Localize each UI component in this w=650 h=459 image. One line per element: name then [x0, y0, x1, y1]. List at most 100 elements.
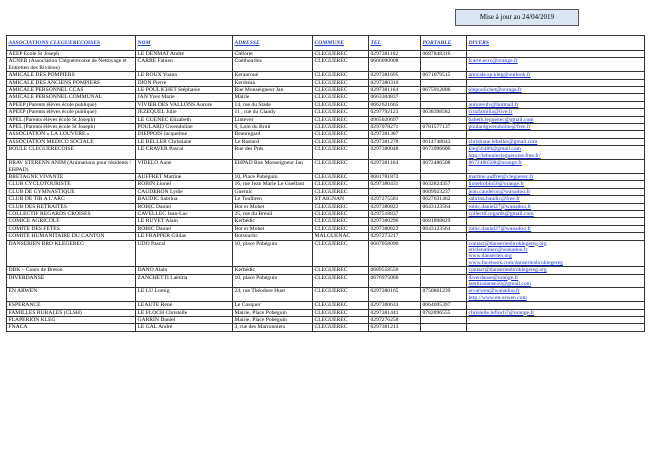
commune-cell: ST AIGNAN	[312, 195, 369, 204]
divers-cell: robic.daniel27@wanadoo.fr	[466, 202, 645, 211]
link-text: babeth.leguenec@gmail.com	[468, 116, 534, 123]
commune-cell: CLEGUEREC	[312, 301, 369, 310]
link-text: christiane.lebeller@gmail.com	[468, 138, 538, 145]
association-cell: FAMILLES RURALES (CLSH)	[6, 308, 136, 318]
association-cell: DIVERDANSE	[6, 273, 136, 289]
table-row: AEEP Ecole St Joseph LE DENMAT André Cléfo…	[6, 49, 645, 59]
portable-cell: 0638398582	[420, 108, 467, 117]
empty-cell	[420, 209, 467, 219]
table-row: FAMILLES RURALES (CLSH) LE FLOCH Christel…	[6, 308, 645, 318]
tel-cell: 0607058090	[368, 239, 421, 268]
nom-cell: LEAUTE René	[135, 301, 233, 310]
adresse-cell: Keranroué	[232, 71, 313, 80]
divers-cell	[466, 232, 645, 241]
commune-cell: CLEGUEREC	[312, 202, 369, 211]
association-cell: EN ARWEN	[6, 287, 136, 303]
link-text: cruzfamilia@live.fr	[468, 109, 513, 116]
adresse-cell: Mairie	[232, 93, 313, 102]
association-cell: APEEP (Parents élèves école publique)	[6, 100, 136, 110]
tel-cell: 0297381164	[368, 159, 421, 174]
commune-cell: CLEGUEREC	[312, 239, 369, 268]
commune-cell: CLEGUEREC	[312, 145, 369, 161]
tel-cell: 0297273217	[368, 232, 421, 241]
link-text: www.danserien.org	[468, 253, 512, 260]
link-text: martine.auffret@cleguerec.fr	[468, 173, 534, 180]
nom-cell: AUFFRET Martine	[135, 172, 233, 182]
nom-cell: GARRIN Daniel	[135, 316, 233, 325]
divers-cell	[466, 217, 645, 226]
nom-cell: LE FLOCH Christelle	[135, 308, 233, 318]
nom-cell: LE FRAPPER Gildas	[135, 232, 233, 241]
table-row: ASSOCIATION « LA LOUVERE » DIEPPOIS Jacqu…	[6, 130, 645, 139]
tel-cell: 0297275581	[368, 195, 421, 204]
commune-cell: CLEGUEREC	[312, 100, 369, 110]
table-row: AMICALE PERSONNEL CCAS LE POULICHET Stéph…	[6, 86, 645, 95]
tel-cell: 0662621665	[368, 100, 421, 110]
link-text: www.facebook.com/danserienbroklegereg	[468, 259, 563, 266]
table-row: APEL (Parents élèves école St Joseph) LE …	[6, 115, 645, 125]
link-text: en-arwen@wanadoo.fr	[468, 288, 520, 295]
adresse-cell: Mairie, Place Pobéguin	[232, 308, 313, 318]
association-cell: COMITE HUMANITAIRE DU CANTON	[6, 232, 136, 241]
commune-cell: CLEGUEREC	[312, 224, 369, 234]
divers-cell: diverdanse@orange.fr laetitiadanse56@gmai…	[466, 273, 645, 289]
commune-cell: CLEGUEREC	[312, 180, 369, 189]
divers-cell: fcarre.ecrc@orange.fr	[466, 57, 645, 73]
nom-cell: POULARD Gwendoline	[135, 123, 233, 132]
link-text: lionelrobin56@orange.fr	[468, 181, 525, 188]
column-header: PORTABLE	[420, 35, 467, 51]
commune-cell: CLEGUEREC	[312, 78, 369, 88]
empty-cell	[420, 316, 467, 325]
portable-cell: 0632824357	[420, 180, 467, 189]
commune-cell: CLEGUEREC	[312, 93, 369, 102]
divers-cell: robic.daniel27@wanadoo.fr	[466, 224, 645, 234]
association-cell: FLAPERION KLEG	[6, 316, 136, 325]
commune-cell: CLEGUEREC	[312, 159, 369, 174]
commune-cell: MALGUENAC	[312, 232, 369, 241]
adresse-cell: Le Toulbren	[232, 195, 313, 204]
header-row: ASSOCIATIONS CLEGUERECOISES NOM ADRESSE COM…	[6, 35, 645, 51]
table-row: DIVERDANSE ZANCHETTI Laëtitia 10, place Po…	[6, 273, 645, 289]
nom-cell: LE RUYET Alain	[135, 217, 233, 226]
commune-cell: CLEGUEREC	[312, 49, 369, 59]
table-row: BOULE CLEGUERECOISE LE CRAVER Pascal Rue d…	[6, 145, 645, 161]
association-cell: ESPERANCE	[6, 301, 136, 310]
nom-cell: CAUDERON Lydie	[135, 187, 233, 197]
tel-cell: 0297381387	[368, 130, 421, 139]
table-row: FLAPERION KLEG GARRIN Daniel Mairie, Place…	[6, 316, 645, 325]
association-cell: APEEP (Parents élèves école publique)	[6, 108, 136, 117]
tel-cell: 0297792123	[368, 108, 421, 117]
commune-cell: CLEGUEREC	[312, 266, 369, 275]
nom-cell: LE ROUX Yoann	[135, 71, 233, 80]
adresse-cell: Bot er Mohet	[232, 224, 313, 234]
adresse-cell: Coëthourhis	[232, 57, 313, 73]
table-row: AMICALE PERSONNEL COMMUNAL JAN Yves Marie…	[6, 93, 645, 102]
adresse-cell: Bot er Mohet	[232, 202, 313, 211]
table-row: CLUB DES RETRAITES ROBIC Daniel Bot er Moh…	[6, 202, 645, 211]
update-label: Mise à jour au	[479, 13, 521, 21]
adresse-cell: Beauregard	[232, 130, 313, 139]
portable-cell: 0664695397	[420, 301, 467, 310]
portable-cell: 0627631462	[420, 195, 467, 204]
link-text: diverdanse@orange.fr	[468, 274, 519, 281]
tel-cell: 0689558556	[368, 266, 421, 275]
table-row: CLUB DE TIR A L'ARC BAUDIC Sabrina Le Toul…	[6, 195, 645, 204]
table-row: APEEP (Parents élèves école publique) JEZ…	[6, 108, 645, 117]
column-header: ADRESSE	[232, 35, 313, 51]
divers-cell: contact@danserienbroklegereg.org ericlena…	[466, 239, 645, 268]
table-row: COMITE DES FETES ROBIC Daniel Bot er Mohet…	[6, 224, 645, 234]
nom-cell: ROBIC Daniel	[135, 224, 233, 234]
link-text: aurorevdv@hotmail.fr	[468, 101, 519, 108]
nom-cell: CAVELLEC Jean-Luc	[135, 209, 233, 219]
adresse-cell: 10, Place Pobéguin	[232, 172, 313, 182]
nom-cell: BAUDIC Sabrina	[135, 195, 233, 204]
commune-cell: CLEGUEREC	[312, 71, 369, 80]
divers-cell: contact@danserienbroklegereg.org	[466, 266, 645, 275]
empty-cell	[368, 187, 421, 197]
association-cell: AEEP Ecole St Joseph	[6, 49, 136, 59]
divers-cell: 0672486508@orange.fr	[466, 159, 645, 174]
divers-cell	[466, 323, 645, 332]
tel-cell: 0297380822	[368, 224, 421, 234]
adresse-cell: 6, Loin du Bruit	[232, 123, 313, 132]
